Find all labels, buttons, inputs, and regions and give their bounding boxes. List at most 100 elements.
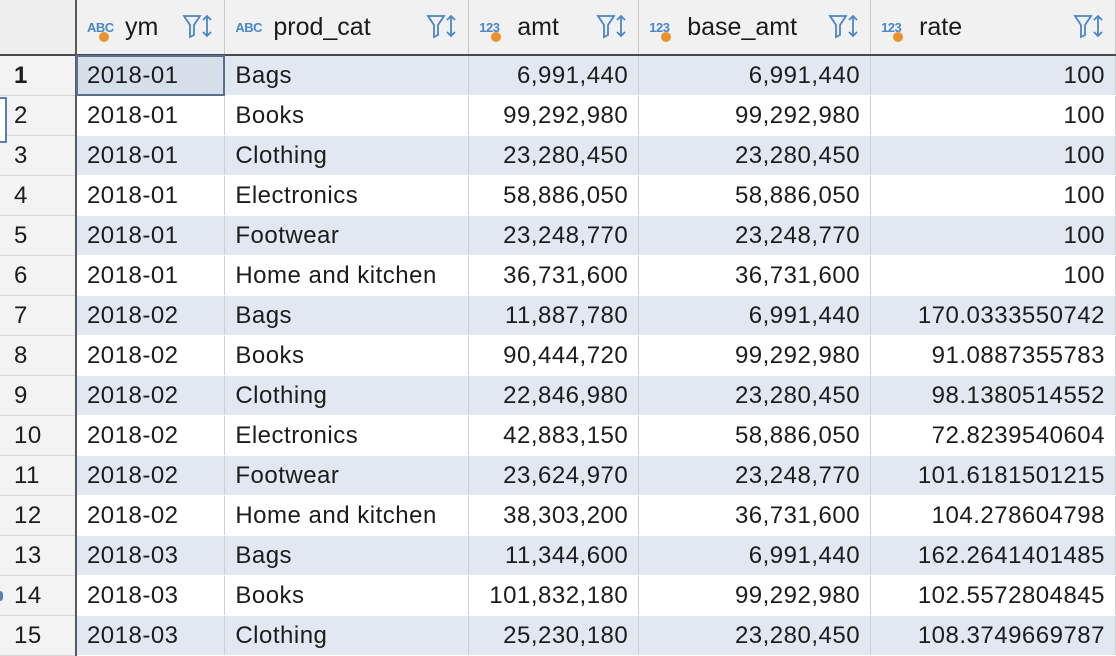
cell-amt[interactable]: 58,886,050 <box>468 175 640 216</box>
cell-ym[interactable]: 2018-02 <box>75 415 226 456</box>
cell-prod-cat[interactable]: Bags <box>224 535 470 576</box>
filter-sort-icon[interactable] <box>828 13 860 41</box>
cell-base-amt[interactable]: 6,991,440 <box>638 55 872 96</box>
cell-rate[interactable]: 100 <box>870 95 1116 136</box>
row-number[interactable]: 7 <box>0 295 77 336</box>
cell-base-amt[interactable]: 6,991,440 <box>638 295 872 336</box>
cell-ym[interactable]: 2018-01 <box>75 95 226 136</box>
row-number[interactable]: 3 <box>0 135 77 176</box>
table-row[interactable]: 12 2018-02 Home and kitchen 38,303,200 36,73… <box>0 495 1116 536</box>
cell-ym[interactable]: 2018-03 <box>75 615 226 656</box>
cell-prod-cat[interactable]: Clothing <box>224 375 470 416</box>
filter-sort-icon[interactable] <box>426 13 458 41</box>
cell-base-amt[interactable]: 23,280,450 <box>638 375 872 416</box>
filter-sort-icon[interactable] <box>1073 13 1105 41</box>
cell-rate[interactable]: 108.3749669787 <box>870 615 1116 656</box>
cell-ym[interactable]: 2018-01 <box>75 135 226 176</box>
column-header-rate[interactable]: 123 rate <box>870 0 1116 56</box>
row-number[interactable]: 14 <box>0 575 77 616</box>
cell-prod-cat[interactable]: Clothing <box>224 135 470 176</box>
cell-base-amt[interactable]: 23,280,450 <box>638 615 872 656</box>
cell-ym[interactable]: 2018-01 <box>75 215 226 256</box>
cell-prod-cat[interactable]: Home and kitchen <box>224 255 470 296</box>
cell-base-amt[interactable]: 23,280,450 <box>638 135 872 176</box>
cell-base-amt[interactable]: 58,886,050 <box>638 415 872 456</box>
cell-prod-cat[interactable]: Books <box>224 335 470 376</box>
column-header-base-amt[interactable]: 123 base_amt <box>638 0 872 56</box>
column-header-prod-cat[interactable]: ABC prod_cat <box>224 0 470 56</box>
cell-base-amt[interactable]: 99,292,980 <box>638 95 872 136</box>
row-number[interactable]: 5 <box>0 215 77 256</box>
cell-ym[interactable]: 2018-02 <box>75 335 226 376</box>
cell-ym[interactable]: 2018-03 <box>75 575 226 616</box>
cell-base-amt[interactable]: 36,731,600 <box>638 495 872 536</box>
cell-amt[interactable]: 23,248,770 <box>468 215 640 256</box>
cell-prod-cat[interactable]: Books <box>224 95 470 136</box>
filter-sort-icon[interactable] <box>596 13 628 41</box>
cell-ym[interactable]: 2018-01 <box>75 55 226 96</box>
cell-amt[interactable]: 42,883,150 <box>468 415 640 456</box>
cell-amt[interactable]: 6,991,440 <box>468 55 640 96</box>
cell-rate[interactable]: 162.2641401485 <box>870 535 1116 576</box>
row-number[interactable]: 6 <box>0 255 77 296</box>
cell-amt[interactable]: 11,344,600 <box>468 535 640 576</box>
cell-prod-cat[interactable]: Electronics <box>224 415 470 456</box>
table-row[interactable]: 5 2018-01 Footwear 23,248,770 23,248,770 100 <box>0 215 1116 256</box>
cell-amt[interactable]: 38,303,200 <box>468 495 640 536</box>
cell-base-amt[interactable]: 99,292,980 <box>638 335 872 376</box>
table-row[interactable]: 15 2018-03 Clothing 25,230,180 23,280,450 108… <box>0 615 1116 656</box>
cell-rate[interactable]: 100 <box>870 135 1116 176</box>
cell-prod-cat[interactable]: Electronics <box>224 175 470 216</box>
cell-amt[interactable]: 101,832,180 <box>468 575 640 616</box>
cell-rate[interactable]: 91.0887355783 <box>870 335 1116 376</box>
row-number[interactable]: 13 <box>0 535 77 576</box>
cell-prod-cat[interactable]: Books <box>224 575 470 616</box>
cell-base-amt[interactable]: 23,248,770 <box>638 455 872 496</box>
cell-prod-cat[interactable]: Bags <box>224 55 470 96</box>
cell-rate[interactable]: 100 <box>870 175 1116 216</box>
cell-amt[interactable]: 23,624,970 <box>468 455 640 496</box>
row-number[interactable]: 11 <box>0 455 77 496</box>
cell-amt[interactable]: 22,846,980 <box>468 375 640 416</box>
table-row[interactable]: 4 2018-01 Electronics 58,886,050 58,886,050 1… <box>0 175 1116 216</box>
table-row[interactable]: 6 2018-01 Home and kitchen 36,731,600 36,731… <box>0 255 1116 296</box>
cell-rate[interactable]: 102.5572804845 <box>870 575 1116 616</box>
row-number[interactable]: 10 <box>0 415 77 456</box>
table-row[interactable]: 7 2018-02 Bags 11,887,780 6,991,440 170.03335… <box>0 295 1116 336</box>
cell-amt[interactable]: 99,292,980 <box>468 95 640 136</box>
cell-ym[interactable]: 2018-03 <box>75 535 226 576</box>
table-row[interactable]: 8 2018-02 Books 90,444,720 99,292,980 91.0887… <box>0 335 1116 376</box>
cell-base-amt[interactable]: 99,292,980 <box>638 575 872 616</box>
row-number[interactable]: 15 <box>0 615 77 656</box>
row-number[interactable]: 9 <box>0 375 77 416</box>
cell-prod-cat[interactable]: Bags <box>224 295 470 336</box>
cell-amt[interactable]: 90,444,720 <box>468 335 640 376</box>
column-header-amt[interactable]: 123 amt <box>468 0 640 56</box>
cell-rate[interactable]: 101.6181501215 <box>870 455 1116 496</box>
table-row[interactable]: 13 2018-03 Bags 11,344,600 6,991,440 162.2641… <box>0 535 1116 576</box>
row-number[interactable]: 1 <box>0 55 77 96</box>
cell-base-amt[interactable]: 58,886,050 <box>638 175 872 216</box>
cell-rate[interactable]: 104.278604798 <box>870 495 1116 536</box>
cell-amt[interactable]: 23,280,450 <box>468 135 640 176</box>
cell-ym[interactable]: 2018-02 <box>75 455 226 496</box>
cell-prod-cat[interactable]: Home and kitchen <box>224 495 470 536</box>
cell-amt[interactable]: 36,731,600 <box>468 255 640 296</box>
row-number[interactable]: 4 <box>0 175 77 216</box>
cell-amt[interactable]: 25,230,180 <box>468 615 640 656</box>
cell-ym[interactable]: 2018-01 <box>75 175 226 216</box>
cell-rate[interactable]: 100 <box>870 255 1116 296</box>
table-row[interactable]: 14 2018-03 Books 101,832,180 99,292,980 102.5… <box>0 575 1116 616</box>
cell-prod-cat[interactable]: Clothing <box>224 615 470 656</box>
cell-rate[interactable]: 170.0333550742 <box>870 295 1116 336</box>
cell-prod-cat[interactable]: Footwear <box>224 455 470 496</box>
cell-prod-cat[interactable]: Footwear <box>224 215 470 256</box>
filter-sort-icon[interactable] <box>182 13 214 41</box>
row-number[interactable]: 2 <box>0 95 77 136</box>
table-row[interactable]: 3 2018-01 Clothing 23,280,450 23,280,450 100 <box>0 135 1116 176</box>
table-row[interactable]: 1 2018-01 Bags 6,991,440 6,991,440 100 <box>0 55 1116 96</box>
row-number[interactable]: 8 <box>0 335 77 376</box>
cell-base-amt[interactable]: 23,248,770 <box>638 215 872 256</box>
table-row[interactable]: 11 2018-02 Footwear 23,624,970 23,248,770 101… <box>0 455 1116 496</box>
cell-ym[interactable]: 2018-01 <box>75 255 226 296</box>
